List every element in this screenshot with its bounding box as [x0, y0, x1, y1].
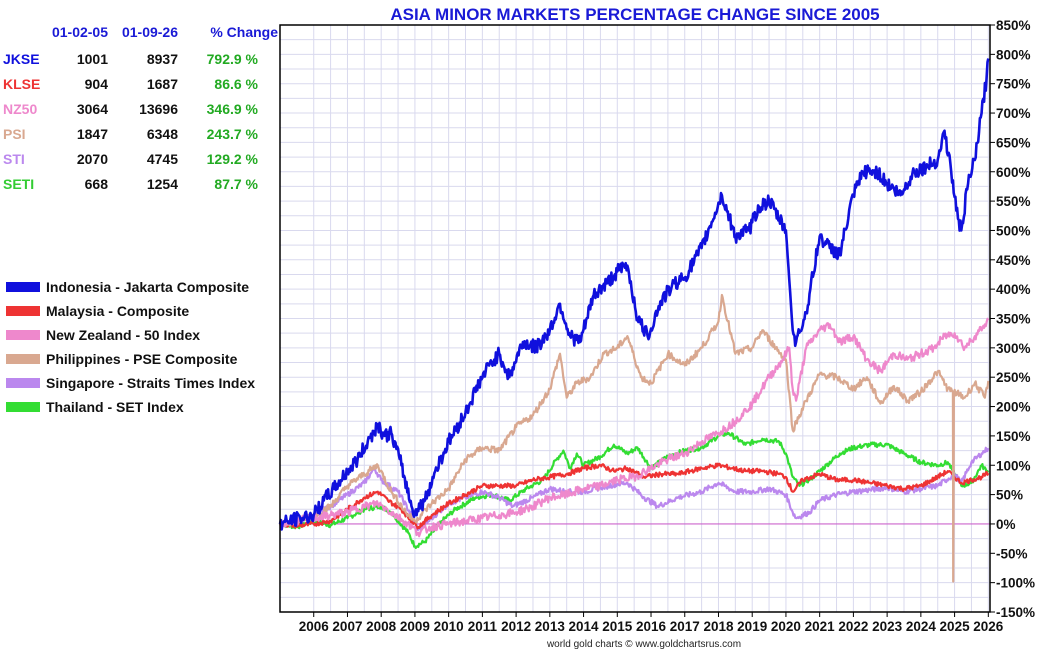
- table-header: 01-09-26: [122, 24, 178, 40]
- x-tick-label: 2022: [838, 619, 868, 634]
- x-tick-label: 2025: [940, 619, 971, 634]
- y-tick-label: 800%: [996, 47, 1031, 62]
- y-tick-label: 50%: [996, 488, 1023, 503]
- summary-table: 01-02-05 01-09-26 % Change JKSE 1001 8937 792.…: [3, 24, 278, 192]
- table-ticker: STI: [3, 151, 25, 167]
- table-end-value: 4745: [147, 151, 178, 167]
- y-tick-label: 0%: [996, 517, 1016, 532]
- y-tick-label: 200%: [996, 400, 1031, 415]
- table-header: % Change: [210, 24, 278, 40]
- table-change-value: 86.6 %: [214, 76, 258, 92]
- series-line-philippines: [278, 293, 990, 583]
- x-tick-label: 2009: [400, 619, 430, 634]
- x-tick-label: 2026: [973, 619, 1004, 634]
- table-change-value: 243.7 %: [207, 126, 259, 142]
- table-start-value: 2070: [77, 151, 108, 167]
- x-tick-label: 2017: [670, 619, 700, 634]
- table-end-value: 6348: [147, 126, 178, 142]
- legend: Indonesia - Jakarta Composite Malaysia - …: [6, 279, 255, 415]
- legend-label: Thailand - SET Index: [46, 399, 184, 415]
- table-ticker: NZ50: [3, 101, 37, 117]
- x-tick-label: 2015: [602, 619, 633, 634]
- y-tick-label: 250%: [996, 370, 1031, 385]
- y-tick-label: -50%: [996, 546, 1028, 561]
- table-header: 01-02-05: [52, 24, 108, 40]
- x-tick-label: 2021: [805, 619, 836, 634]
- series-line-singapore: [279, 446, 990, 532]
- x-tick-label: 2012: [501, 619, 531, 634]
- y-tick-label: 750%: [996, 77, 1031, 92]
- x-tick-label: 2018: [703, 619, 734, 634]
- x-tick-label: 2011: [468, 619, 498, 634]
- y-tick-label: 350%: [996, 312, 1031, 327]
- gridlines: [280, 24, 990, 613]
- table-end-value: 1254: [147, 176, 178, 192]
- legend-label: Singapore - Straits Times Index: [46, 375, 255, 391]
- legend-label: New Zealand - 50 Index: [46, 327, 200, 343]
- y-tick-label: 650%: [996, 135, 1031, 150]
- legend-label: Philippines - PSE Composite: [46, 351, 238, 367]
- x-tick-label: 2010: [434, 619, 464, 634]
- table-ticker: KLSE: [3, 76, 40, 92]
- x-tick-label: 2007: [332, 619, 362, 634]
- legend-swatch: [6, 402, 40, 412]
- y-tick-label: -150%: [996, 605, 1035, 620]
- x-tick-label: 2023: [872, 619, 903, 634]
- x-tick-label: 2013: [535, 619, 566, 634]
- legend-swatch: [6, 354, 40, 364]
- x-tick-label: 2014: [569, 619, 600, 634]
- x-axis: 2006 2007 2008 2009 2010 2011 2012 2013 2014 2015…: [299, 612, 1004, 634]
- y-axis: 850% 800% 750% 700% 650% 600% 550% 500% 450% 400%…: [990, 18, 1035, 620]
- legend-swatch: [6, 378, 40, 388]
- y-tick-label: -100%: [996, 576, 1035, 591]
- series-line-new: [278, 317, 990, 538]
- table-start-value: 1847: [77, 126, 108, 142]
- table-start-value: 3064: [77, 101, 108, 117]
- legend-label: Indonesia - Jakarta Composite: [46, 279, 249, 295]
- x-tick-label: 2008: [366, 619, 397, 634]
- table-end-value: 8937: [147, 51, 178, 67]
- table-start-value: 668: [85, 176, 109, 192]
- table-ticker: SETI: [3, 176, 34, 192]
- legend-swatch: [6, 282, 40, 292]
- y-tick-label: 850%: [996, 18, 1031, 33]
- x-tick-label: 2024: [906, 619, 937, 634]
- y-tick-label: 450%: [996, 253, 1031, 268]
- table-end-value: 1687: [147, 76, 178, 92]
- table-start-value: 1001: [77, 51, 108, 67]
- chart-credit: world gold charts © www.goldchartsrus.co…: [546, 639, 741, 650]
- x-tick-label: 2006: [299, 619, 330, 634]
- x-tick-label: 2016: [636, 619, 667, 634]
- x-tick-label: 2020: [771, 619, 801, 634]
- legend-swatch: [6, 330, 40, 340]
- table-start-value: 904: [85, 76, 109, 92]
- y-tick-label: 550%: [996, 194, 1031, 209]
- series-line-indonesia: [278, 58, 990, 531]
- table-change-value: 792.9 %: [207, 51, 259, 67]
- y-tick-label: 400%: [996, 282, 1031, 297]
- y-tick-label: 700%: [996, 106, 1031, 121]
- table-change-value: 87.7 %: [214, 176, 258, 192]
- table-ticker: PSI: [3, 126, 26, 142]
- chart-title: ASIA MINOR MARKETS PERCENTAGE CHANGE SIN…: [390, 5, 879, 24]
- table-change-value: 346.9 %: [207, 101, 259, 117]
- legend-swatch: [6, 306, 40, 316]
- y-tick-label: 150%: [996, 429, 1031, 444]
- y-tick-label: 300%: [996, 341, 1031, 356]
- legend-label: Malaysia - Composite: [46, 303, 189, 319]
- table-change-value: 129.2 %: [207, 151, 259, 167]
- series-layer: [278, 58, 990, 583]
- y-tick-label: 600%: [996, 165, 1031, 180]
- table-ticker: JKSE: [3, 51, 40, 67]
- y-tick-label: 100%: [996, 458, 1031, 473]
- x-tick-label: 2019: [737, 619, 767, 634]
- table-end-value: 13696: [139, 101, 178, 117]
- y-tick-label: 500%: [996, 223, 1031, 238]
